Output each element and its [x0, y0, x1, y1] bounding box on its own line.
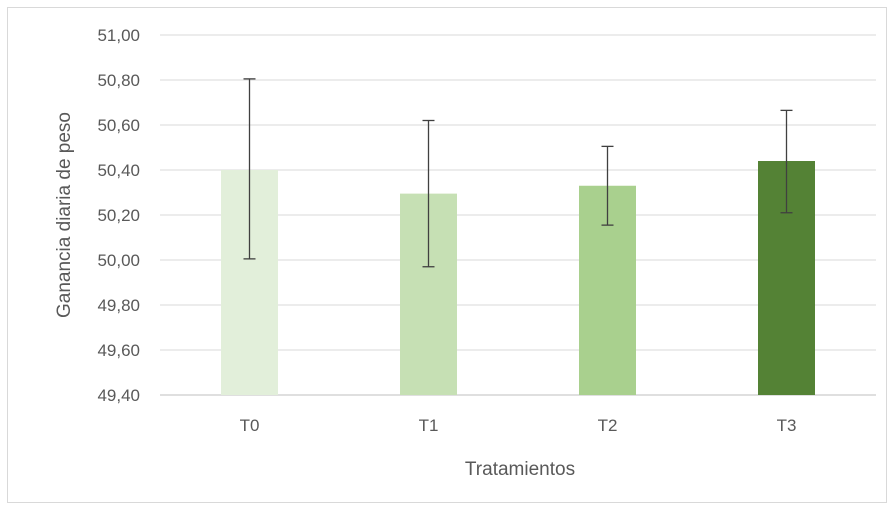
gridlines	[160, 34, 876, 396]
x-tick-label: T1	[419, 416, 439, 435]
bars	[221, 161, 815, 395]
y-tick-label: 50,80	[97, 71, 140, 90]
x-tick-label: T3	[777, 416, 797, 435]
x-tick-label: T0	[240, 416, 260, 435]
y-tick-label: 49,60	[97, 341, 140, 360]
y-tick-label: 49,80	[97, 296, 140, 315]
y-tick-label: 51,00	[97, 26, 140, 45]
y-tick-labels: 49,40 49,60 49,80 50,00 50,20 50,40 50,60 50,80…	[97, 26, 140, 405]
y-tick-label: 50,60	[97, 116, 140, 135]
x-axis-title: Tratamientos	[465, 459, 575, 480]
x-tick-labels: T0 T1 T2 T3	[240, 416, 797, 435]
y-tick-label: 50,20	[97, 206, 140, 225]
y-tick-label: 49,40	[97, 386, 140, 405]
error-bars	[243, 78, 793, 268]
y-axis-title: Ganancia diaria de peso	[54, 112, 75, 318]
x-tick-label: T2	[598, 416, 618, 435]
y-tick-label: 50,00	[97, 251, 140, 270]
y-tick-label: 50,40	[97, 161, 140, 180]
